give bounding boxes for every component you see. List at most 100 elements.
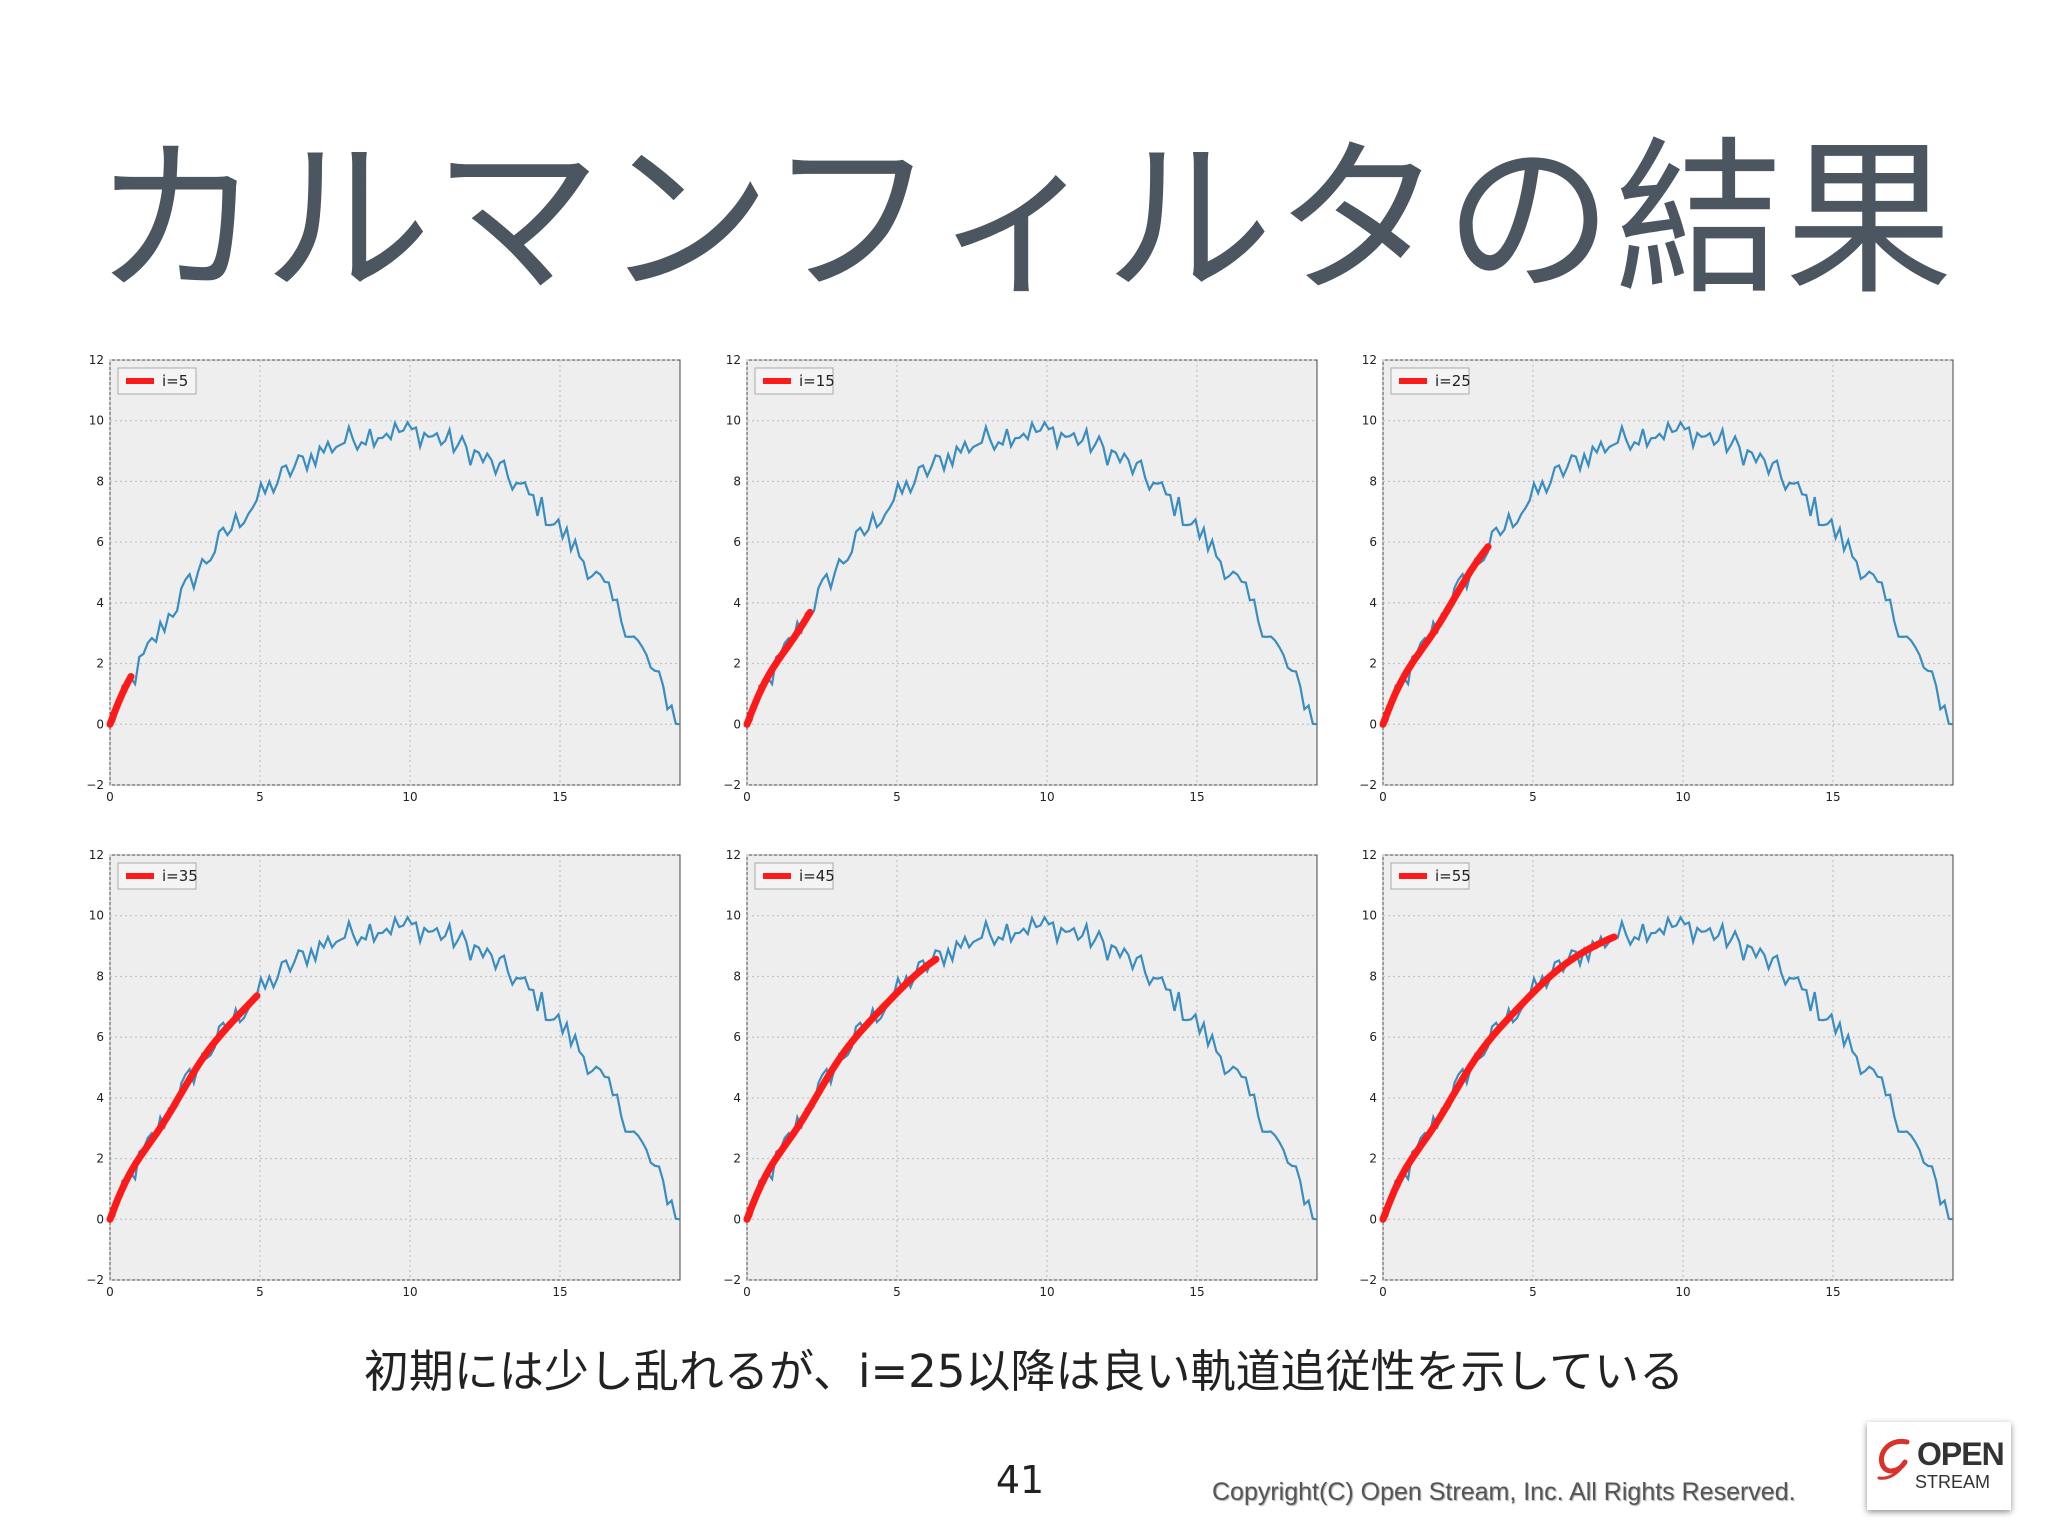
y-tick-label: 4	[1369, 1091, 1377, 1105]
legend-label: i=45	[799, 867, 835, 885]
y-tick-label: 10	[1362, 909, 1377, 923]
legend: i=15	[754, 367, 835, 395]
y-tick-label: 6	[1369, 1030, 1377, 1044]
y-tick-label: 2	[733, 657, 741, 671]
x-tick-label: 0	[743, 790, 751, 804]
slide-title: カルマンフィルタの結果	[93, 122, 1955, 318]
page-number: 41	[995, 1458, 1045, 1502]
y-tick-label: 8	[1369, 969, 1377, 983]
y-tick-label: 6	[1369, 535, 1377, 549]
x-tick-label: 10	[1675, 790, 1690, 804]
y-tick-label: 2	[1369, 657, 1377, 671]
y-tick-label: 4	[1369, 596, 1377, 610]
y-tick-label: 2	[96, 1152, 104, 1166]
copyright-notice: Copyright(C) Open Stream, Inc. All Right…	[1212, 1478, 1796, 1506]
x-tick-label: 15	[552, 790, 567, 804]
y-tick-label: 12	[726, 848, 741, 862]
open-stream-logo: OPEN STREAM	[1867, 1422, 2011, 1510]
legend-box	[117, 367, 197, 395]
y-tick-label: 10	[89, 414, 104, 428]
x-tick-label: 0	[106, 790, 114, 804]
x-tick-label: 5	[893, 1285, 901, 1299]
logo-text-open: OPEN	[1917, 1436, 2005, 1472]
y-tick-label: 12	[89, 848, 104, 862]
x-tick-label: 0	[1379, 1285, 1387, 1299]
y-tick-label: 4	[96, 1091, 104, 1105]
x-tick-label: 15	[1825, 1285, 1840, 1299]
filtered-series-line	[106, 992, 261, 1223]
legend-label: i=35	[162, 867, 198, 885]
legend-label: i=5	[162, 372, 188, 390]
plot-area	[1382, 359, 1954, 786]
slide-caption: 初期には少し乱れるが、i=25以降は良い軌道追従性を示している	[363, 1345, 1685, 1398]
legend: i=55	[1390, 862, 1471, 890]
y-tick-label: 6	[96, 535, 104, 549]
legend-label: i=55	[1435, 867, 1471, 885]
filtered-series-line	[1379, 933, 1618, 1223]
legend-label: i=15	[799, 372, 835, 390]
y-tick-label: 4	[733, 1091, 741, 1105]
y-tick-label: 0	[96, 1212, 104, 1226]
x-tick-label: 15	[1189, 1285, 1204, 1299]
x-tick-label: 5	[256, 1285, 264, 1299]
y-tick-label: 2	[733, 1152, 741, 1166]
y-tick-label: −2	[86, 778, 104, 792]
y-tick-label: 2	[96, 657, 104, 671]
legend-label: i=25	[1435, 372, 1471, 390]
x-tick-label: 0	[106, 1285, 114, 1299]
y-tick-label: 6	[96, 1030, 104, 1044]
y-tick-label: 6	[733, 1030, 741, 1044]
x-tick-label: 10	[402, 790, 417, 804]
y-tick-label: 8	[96, 474, 104, 488]
observed-series-line	[109, 419, 681, 726]
x-tick-label: 5	[1529, 790, 1537, 804]
legend: i=25	[1390, 367, 1471, 395]
legend: i=5	[117, 367, 197, 395]
x-tick-label: 10	[1675, 1285, 1690, 1299]
logo-swoosh-icon	[1877, 1438, 1910, 1480]
plot-area	[109, 359, 681, 786]
plot-area	[1382, 854, 1954, 1281]
observed-series-line	[746, 419, 1318, 726]
y-tick-label: 0	[1369, 1212, 1377, 1226]
y-tick-label: 0	[96, 717, 104, 731]
legend: i=45	[754, 862, 835, 890]
y-tick-label: 4	[733, 596, 741, 610]
y-tick-label: −2	[1359, 1273, 1377, 1287]
x-tick-label: 5	[1529, 1285, 1537, 1299]
y-tick-label: 0	[733, 717, 741, 731]
x-tick-label: 15	[1189, 790, 1204, 804]
y-tick-label: 12	[1362, 353, 1377, 367]
y-tick-label: 4	[96, 596, 104, 610]
filtered-series-line	[1379, 543, 1492, 728]
y-tick-label: 10	[726, 414, 741, 428]
x-tick-label: 5	[893, 790, 901, 804]
filtered-series-line	[743, 955, 940, 1223]
filtered-series-line	[743, 608, 814, 728]
y-tick-label: 12	[726, 353, 741, 367]
y-tick-label: 6	[733, 535, 741, 549]
x-tick-label: 10	[402, 1285, 417, 1299]
y-tick-label: −2	[723, 1273, 741, 1287]
x-tick-label: 0	[743, 1285, 751, 1299]
y-tick-label: 8	[1369, 474, 1377, 488]
y-tick-label: 12	[1362, 848, 1377, 862]
x-tick-label: 0	[1379, 790, 1387, 804]
x-tick-label: 15	[1825, 790, 1840, 804]
x-tick-label: 10	[1039, 1285, 1054, 1299]
y-tick-label: 8	[733, 474, 741, 488]
x-tick-label: 5	[256, 790, 264, 804]
x-tick-label: 10	[1039, 790, 1054, 804]
y-tick-label: 10	[89, 909, 104, 923]
y-tick-label: 8	[733, 969, 741, 983]
y-tick-label: 10	[726, 909, 741, 923]
x-tick-label: 15	[552, 1285, 567, 1299]
plot-area	[746, 854, 1318, 1281]
